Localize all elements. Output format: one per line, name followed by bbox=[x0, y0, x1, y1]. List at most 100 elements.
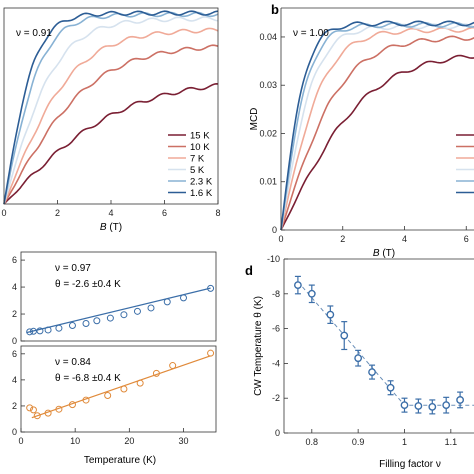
panel-d-ytick-label: -2 bbox=[272, 393, 280, 403]
panel-c-top-point bbox=[36, 327, 44, 335]
panel-d-point bbox=[307, 289, 316, 298]
panel-d-point bbox=[386, 383, 395, 392]
panel-c-top-annotation-theta: θ = -2.6 ±0.4 K bbox=[55, 279, 121, 290]
panel-c-top-point bbox=[147, 304, 155, 312]
series-line-23K bbox=[3, 11, 219, 205]
panel-b-xtick-label: 6 bbox=[464, 234, 469, 244]
panel-b-ytick-label: 0.02 bbox=[259, 128, 277, 138]
panel-c-bottom-point bbox=[104, 392, 112, 400]
panel-c-top-ytick-label: 2 bbox=[12, 309, 17, 319]
panel-c-top-point bbox=[68, 321, 76, 329]
panel-b-ytick-label: 0.04 bbox=[259, 32, 277, 42]
panel-c-bottom-xtick-label: 20 bbox=[124, 436, 134, 446]
legend-label: 7 K bbox=[190, 154, 205, 165]
panel-a-xtick-label: 4 bbox=[108, 208, 113, 218]
legend-label: 5 K bbox=[190, 165, 205, 176]
panel-c-bottom-point bbox=[120, 385, 128, 393]
panel-d-point bbox=[456, 396, 464, 404]
panel-c-top-point bbox=[26, 328, 34, 336]
panel-d-point bbox=[326, 310, 335, 319]
panel-c-top-ytick-label: 0 bbox=[12, 336, 17, 346]
panel-c-top-point bbox=[207, 284, 215, 292]
panel-c-bottom-point bbox=[44, 409, 52, 417]
panel-d-point bbox=[354, 354, 363, 363]
panel-c-top-point bbox=[163, 298, 171, 306]
panel-d-xtick-label: 0.9 bbox=[352, 437, 365, 447]
legend-label: 1.6 K bbox=[190, 188, 213, 199]
series-line-5K bbox=[3, 16, 219, 205]
panel-c-bottom-point bbox=[55, 405, 63, 413]
series-line-5K bbox=[280, 23, 474, 231]
legend-label: 15 K bbox=[190, 131, 210, 142]
panel-c-bottom-point bbox=[136, 379, 144, 387]
panel-d-xtick-label: 0.8 bbox=[306, 437, 319, 447]
panel-c-top: 0 2 4 6 ν = 0.97 θ = -2.6 ±0.4 K bbox=[12, 251, 217, 346]
panel-c-top-point bbox=[133, 307, 141, 315]
panel-c-top-point bbox=[44, 326, 52, 334]
series-line-10K bbox=[280, 35, 474, 231]
panel-c-top-frame bbox=[20, 251, 217, 342]
panel-d-ytick-label: -8 bbox=[272, 289, 280, 299]
panel-c-bottom-point bbox=[82, 396, 90, 404]
panel-c-bottom-xtick-label: 30 bbox=[178, 436, 188, 446]
panel-b-xtick-label: 0 bbox=[278, 234, 283, 244]
panel-c-top-point bbox=[93, 317, 101, 325]
panel-c-bottom-ytick-label: 6 bbox=[12, 349, 17, 359]
panel-d-point bbox=[294, 281, 302, 289]
panel-d-point bbox=[368, 368, 376, 376]
series-line-15K bbox=[280, 54, 474, 231]
panel-a-xtick-label: 0 bbox=[1, 208, 6, 218]
panel-c-top-point bbox=[29, 327, 37, 335]
panel-d-point bbox=[400, 401, 409, 410]
panel-c-top-point bbox=[106, 314, 114, 322]
panel-c-top-point bbox=[180, 294, 187, 302]
panel-d-ytick-label: 0 bbox=[275, 428, 280, 438]
panel-c-bottom-xtick-label: 10 bbox=[70, 436, 80, 446]
panel-c-bottom-ytick-label: 4 bbox=[12, 375, 17, 385]
panel-d-point bbox=[428, 402, 437, 411]
panel-d-point bbox=[340, 331, 349, 340]
panel-c-top-point bbox=[55, 324, 63, 332]
panel-c-top-ytick-label: 4 bbox=[12, 282, 17, 292]
series-line-16K bbox=[280, 20, 474, 231]
panel-b: 0 2 4 6 0 0.01 0.02 0.03 0.04 ν = 1.00 MCD B (T) bbox=[249, 7, 474, 259]
panel-c-xlabel: Temperature (K) bbox=[84, 455, 156, 466]
panel-c-bottom: 0 2 4 6 0 10 20 30 ν = 0.84 θ = -6.8 ±0.4 K Temper… bbox=[12, 345, 217, 466]
panel-a-annotation: ν = 0.91 bbox=[16, 28, 52, 39]
panel-letter-d: d bbox=[245, 263, 253, 278]
panel-b-xtick-label: 4 bbox=[402, 234, 407, 244]
panel-a-xtick-label: 6 bbox=[162, 208, 167, 218]
panel-d-point bbox=[442, 401, 451, 410]
panel-d-guide-line bbox=[297, 281, 474, 406]
panel-d: 0.8 0.9 1 1.1 -10 -8 -6 -4 -2 0 CW Temperature θ (… bbox=[253, 254, 474, 470]
legend-label: 10 K bbox=[190, 142, 210, 153]
panel-c-top-annotation-nu: ν = 0.97 bbox=[55, 263, 91, 274]
panel-c-top-point bbox=[82, 319, 90, 327]
panel-c-bottom-ytick-label: 0 bbox=[12, 427, 17, 437]
panel-b-annotation: ν = 1.00 bbox=[293, 28, 329, 39]
panel-c-bottom-ytick-label: 2 bbox=[12, 401, 17, 411]
panel-c-bottom-point bbox=[169, 362, 177, 370]
panel-c-bottom-annotation-theta: θ = -6.8 ±0.4 K bbox=[55, 373, 121, 384]
panel-d-ytick-label: -6 bbox=[272, 324, 280, 334]
panel-a-xlabel: B (T) bbox=[100, 222, 122, 233]
panel-c-top-ytick-label: 6 bbox=[12, 255, 17, 265]
panel-b-ytick-label: 0.03 bbox=[259, 80, 277, 90]
panel-c-bottom-point bbox=[29, 406, 37, 414]
panel-d-xtick-label: 1 bbox=[402, 437, 407, 447]
panel-a-xtick-label: 2 bbox=[55, 208, 60, 218]
series-line-16K bbox=[3, 10, 219, 205]
series-line-23K bbox=[280, 21, 474, 231]
panel-d-ylabel: CW Temperature θ (K) bbox=[253, 296, 264, 396]
panel-a: 0 2 4 6 8 ν = 0.91 B (T) 15 K10 K7 K5 K2.3 K1.6… bbox=[1, 7, 221, 233]
panel-a-xtick-label: 8 bbox=[215, 208, 220, 218]
panel-b-ytick-label: 0.01 bbox=[259, 177, 277, 187]
series-line-10K bbox=[3, 44, 219, 205]
panel-d-xlabel: Filling factor ν bbox=[379, 459, 441, 470]
panel-c-bottom-frame bbox=[20, 345, 217, 433]
panel-c-bottom-point bbox=[207, 349, 215, 357]
panel-c-bottom-point bbox=[26, 404, 34, 412]
series-line-7K bbox=[280, 26, 474, 231]
series-line-7K bbox=[3, 27, 219, 205]
panel-c-bottom-annotation-nu: ν = 0.84 bbox=[55, 357, 91, 368]
